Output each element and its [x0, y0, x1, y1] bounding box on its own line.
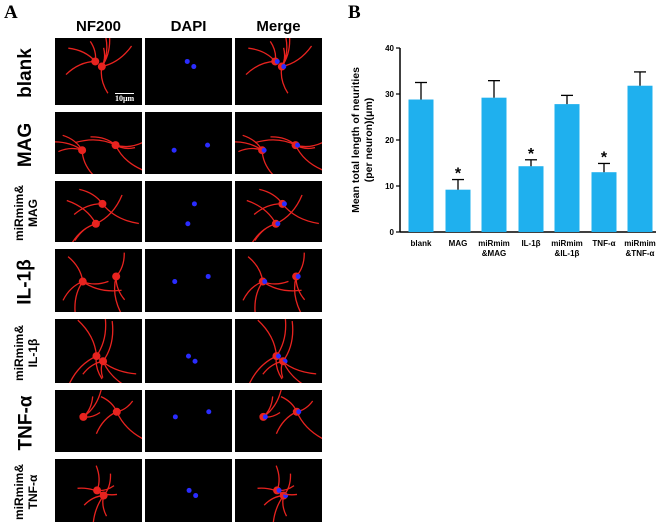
x-tick-label: miRmim: [478, 239, 510, 248]
merge-image: [235, 181, 322, 242]
nf200-image: [55, 249, 142, 312]
scale-bar: 10μm: [115, 93, 135, 103]
row-label-text: TNF-α: [15, 395, 37, 450]
bar: [627, 85, 653, 232]
x-tick-label: &MAG: [482, 249, 506, 258]
x-tick-label: miRmim: [551, 239, 583, 248]
merge-image: [235, 390, 322, 452]
dapi-image: [145, 319, 232, 383]
bar: [591, 172, 617, 232]
row-label: TNF-α: [0, 390, 52, 455]
bar: [481, 97, 507, 233]
merge-image: [235, 38, 322, 105]
dapi-image: [145, 459, 232, 522]
bar: [408, 99, 434, 233]
x-tick-label: &IL-1β: [555, 249, 580, 258]
merge-image: [235, 249, 322, 312]
y-tick-label: 10: [385, 182, 394, 191]
x-tick-label: blank: [411, 239, 432, 248]
bar: [518, 166, 544, 232]
row-label-text: miRmim& IL-1β: [12, 324, 41, 381]
nf200-image: [55, 181, 142, 242]
bar: [554, 104, 580, 232]
dapi-image: [145, 181, 232, 242]
nf200-image: [55, 112, 142, 174]
y-axis-label: Mean total length of neurities(per neuro…: [350, 67, 375, 213]
panel-a-label: A: [4, 2, 18, 23]
nf200-image: [55, 459, 142, 522]
significance-asterisk: *: [601, 149, 608, 166]
row-label: miRmim& TNF-α: [0, 459, 52, 525]
column-header: Merge: [256, 18, 301, 35]
y-axis-label-line: Mean total length of neurities: [350, 67, 362, 213]
dapi-image: [145, 390, 232, 452]
bar: [445, 189, 471, 232]
significance-asterisk: *: [455, 166, 462, 183]
y-tick-label: 30: [385, 90, 394, 99]
row-label-text: miRmim& TNF-α: [12, 463, 41, 521]
panel-b-label: B: [348, 2, 361, 23]
y-tick-label: 20: [385, 136, 394, 145]
x-tick-label: IL-1β: [521, 239, 540, 248]
y-tick-label: 0: [390, 228, 395, 237]
row-label: miRmim& IL-1β: [0, 319, 52, 386]
merge-image: [235, 112, 322, 174]
nf200-image: [55, 390, 142, 452]
significance-asterisk: *: [528, 146, 535, 163]
merge-image: [235, 319, 322, 383]
dapi-image: [145, 249, 232, 312]
y-tick-label: 40: [385, 44, 394, 53]
bar-chart: 0 10 20 30 40 Mean total length of neurities(…: [350, 44, 656, 258]
x-tick-label: MAG: [449, 239, 468, 248]
y-axis-label-line: (per neuron)(μm): [363, 98, 375, 183]
nf200-image: [55, 319, 142, 383]
column-header: DAPI: [170, 18, 207, 35]
dapi-image: [145, 38, 232, 105]
dapi-image: [145, 112, 232, 174]
x-tick-label: &TNF-α: [626, 249, 655, 258]
x-tick-label: TNF-α: [592, 239, 615, 248]
column-header: NF200: [75, 18, 122, 35]
merge-image: [235, 459, 322, 522]
x-tick-label: miRmim: [624, 239, 656, 248]
